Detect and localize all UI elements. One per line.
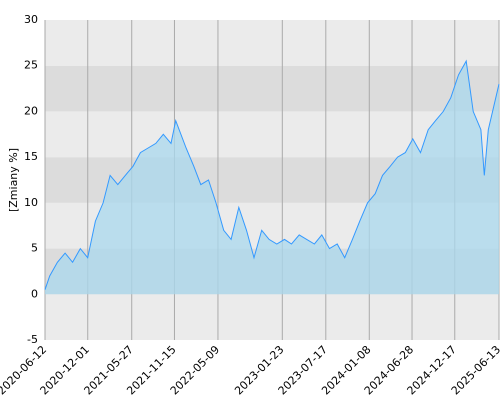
y-axis-label: [Zmiany %] — [7, 148, 20, 212]
area-line — [44, 59, 500, 290]
y-tick-label: 0 — [31, 287, 38, 300]
y-tick-label: 15 — [24, 150, 38, 163]
y-tick-label: -5 — [27, 333, 38, 346]
y-tick-label: 5 — [31, 242, 38, 255]
y-tick-label: 10 — [24, 196, 38, 209]
y-tick-label: 20 — [24, 104, 38, 117]
y-tick-label: 25 — [24, 59, 38, 72]
grid-band — [45, 20, 499, 66]
grid-band — [45, 65, 499, 112]
y-tick-label: 30 — [24, 13, 38, 26]
grid-band — [45, 294, 499, 340]
area-fill — [45, 61, 499, 295]
